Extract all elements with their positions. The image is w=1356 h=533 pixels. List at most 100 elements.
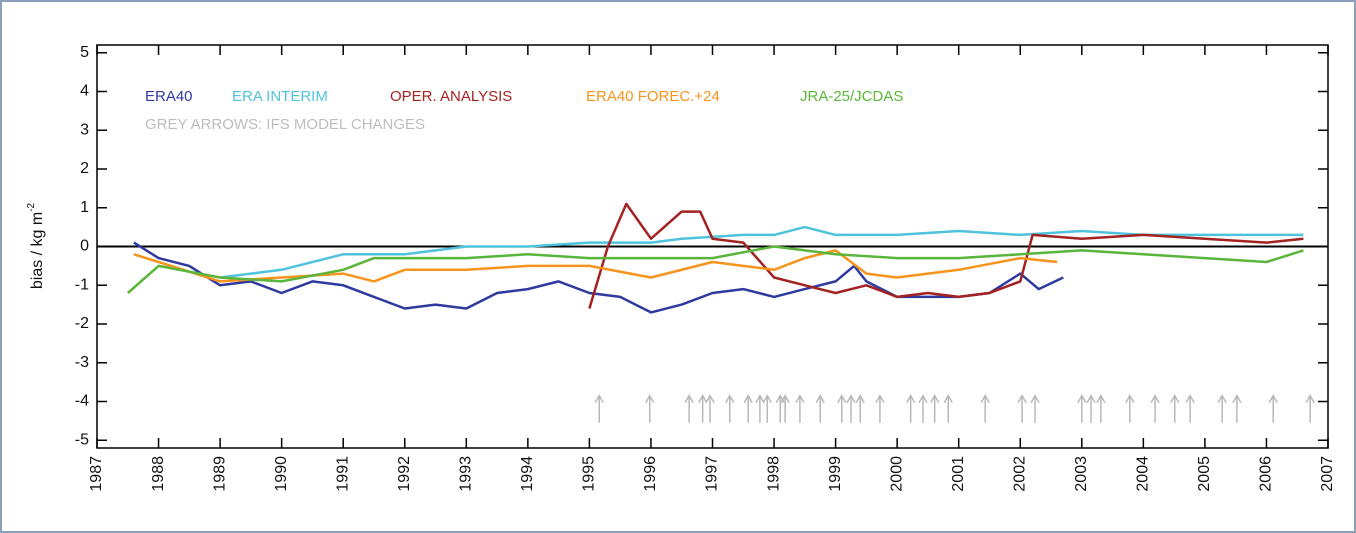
model-change-arrow <box>762 394 772 423</box>
arrow-head <box>698 394 708 404</box>
model-change-arrow <box>855 394 865 423</box>
series-line <box>219 225 1304 279</box>
x-tick-label: 2007 <box>1319 456 1336 492</box>
arrow-head <box>762 394 772 404</box>
x-tick-label: 2006 <box>1258 456 1275 492</box>
model-change-arrow <box>1030 394 1040 423</box>
arrow-head <box>705 394 715 404</box>
model-change-arrow <box>725 394 735 423</box>
y-tick-label: -3 <box>75 354 89 371</box>
model-change-arrow <box>906 394 916 423</box>
x-tick-label: 1988 <box>150 456 167 492</box>
x-tick-label: 1998 <box>765 456 782 492</box>
x-tick-label: 1999 <box>827 456 844 492</box>
model-change-arrow <box>918 394 928 423</box>
model-change-arrow <box>684 394 694 423</box>
y-tick-label: -4 <box>75 393 89 410</box>
arrow-head <box>780 394 790 404</box>
arrow-head <box>1077 394 1087 404</box>
arrow-head <box>1125 394 1135 404</box>
y-tick-label: 1 <box>80 199 89 216</box>
x-tick-label: 1990 <box>273 456 290 492</box>
arrow-head <box>1185 394 1195 404</box>
x-tick-label: 1987 <box>88 456 105 492</box>
model-change-arrow <box>795 394 805 423</box>
model-change-arrow <box>846 394 856 423</box>
arrow-head <box>795 394 805 404</box>
arrow-head <box>1017 394 1027 404</box>
arrow-head <box>1096 394 1106 404</box>
annotation: GREY ARROWS: IFS MODEL CHANGES <box>145 116 425 133</box>
arrow-head <box>645 394 655 404</box>
arrow-head <box>815 394 825 404</box>
series-line <box>126 245 1304 294</box>
model-change-arrow <box>1305 394 1315 423</box>
y-label-sup: -2 <box>26 202 37 211</box>
arrow-head <box>1232 394 1242 404</box>
arrow-head <box>755 394 765 404</box>
model-change-arrow <box>698 394 708 423</box>
model-change-arrow <box>1232 394 1242 423</box>
model-change-arrow <box>755 394 765 423</box>
y-tick-label: 2 <box>80 160 89 177</box>
arrow-head <box>1268 394 1278 404</box>
arrow-head <box>875 394 885 404</box>
x-tick-label: 1997 <box>704 456 721 492</box>
arrow-head <box>1217 394 1227 404</box>
model-change-arrow <box>1170 394 1180 423</box>
arrow-head <box>846 394 856 404</box>
x-tick-label: 2003 <box>1073 456 1090 492</box>
x-tick-label: 1992 <box>396 456 413 492</box>
legend-entry: ERA INTERIM <box>232 88 328 105</box>
model-change-arrow <box>705 394 715 423</box>
arrow-head <box>1150 394 1160 404</box>
arrow-head <box>930 394 940 404</box>
model-change-arrow <box>1268 394 1278 423</box>
x-tick-label: 2004 <box>1135 456 1152 492</box>
x-tick-label: 1994 <box>519 456 536 492</box>
model-change-arrow <box>1017 394 1027 423</box>
arrow-head <box>943 394 953 404</box>
model-change-arrow <box>1185 394 1195 423</box>
model-change-arrow <box>1096 394 1106 423</box>
model-change-arrow <box>1150 394 1160 423</box>
x-tick-label: 2000 <box>888 456 905 492</box>
model-change-arrow <box>780 394 790 423</box>
series-line <box>133 241 1064 314</box>
x-tick-label: 1996 <box>642 456 659 492</box>
x-tick-label: 2002 <box>1011 456 1028 492</box>
model-change-arrow <box>943 394 953 423</box>
legend-entry: JRA-25/JCDAS <box>800 88 903 105</box>
model-change-arrow <box>1125 394 1135 423</box>
x-tick-label: 1991 <box>334 456 351 492</box>
model-change-arrow <box>815 394 825 423</box>
model-change-arrow <box>594 394 604 423</box>
model-change-arrow <box>930 394 940 423</box>
series-line <box>588 202 1304 309</box>
arrow-head <box>906 394 916 404</box>
y-tick-label: -2 <box>75 315 89 332</box>
y-tick-label: -1 <box>75 276 89 293</box>
x-tick-label: 2001 <box>950 456 967 492</box>
arrow-head <box>725 394 735 404</box>
y-tick-label: 4 <box>80 83 89 100</box>
legend-entry: ERA40 FOREC.+24 <box>586 88 720 105</box>
arrow-head <box>1086 394 1096 404</box>
y-axis-label: bias / kg m-2 <box>26 202 47 289</box>
model-change-arrow <box>980 394 990 423</box>
model-change-arrow <box>743 394 753 423</box>
arrow-head <box>980 394 990 404</box>
arrow-head <box>594 394 604 404</box>
x-tick-label: 1995 <box>581 456 598 492</box>
x-tick-label: 1989 <box>211 456 228 492</box>
model-change-arrow <box>1217 394 1227 423</box>
x-tick-label: 1993 <box>458 456 475 492</box>
y-tick-label: 5 <box>80 44 89 61</box>
model-change-arrow <box>1077 394 1087 423</box>
arrow-head <box>684 394 694 404</box>
y-tick-label: 0 <box>80 238 89 255</box>
model-change-arrow <box>837 394 847 423</box>
y-label-text: bias / kg m <box>29 212 46 289</box>
arrow-head <box>918 394 928 404</box>
